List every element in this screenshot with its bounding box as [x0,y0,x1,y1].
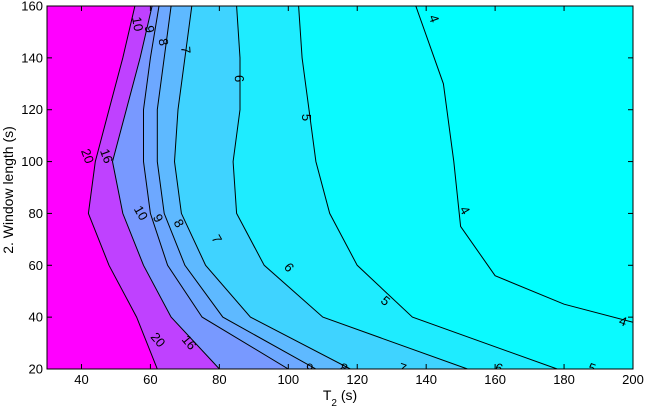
contour-label: 8 [156,37,172,47]
contour-label: 5 [586,360,598,377]
contour-label: 10 [129,16,146,33]
y-axis-title: 2. Window length (s) [0,126,16,254]
x-tick-label: 40 [74,372,88,387]
contour-line-20 [87,6,158,369]
contour-label: 10 [131,203,151,223]
contour-line-8 [173,6,351,369]
x-tick-label: 140 [415,372,437,387]
contour-label: 7 [396,360,408,377]
x-tick-label: 160 [484,372,506,387]
axes-group: 40 60 80 100 120 140 160 180 200 20 40 60 80 100 120 14… [21,0,644,387]
x-tick-label: 60 [143,372,157,387]
y-tick-label: 80 [29,206,43,221]
contour-label: 16 [97,147,116,166]
y-tick-label: 160 [21,0,43,14]
y-tick-label: 100 [21,154,43,169]
y-tick-label: 20 [29,362,43,377]
x-tick-label: 180 [553,372,575,387]
x-axis-title-subscript: 2 [331,398,337,408]
y-tick-label: 140 [21,50,43,65]
contour-label: 6 [493,360,505,377]
contour-label: 4 [426,13,443,25]
contour-line-7 [232,6,468,369]
contour-label: 6 [232,75,247,83]
x-tick-label: 120 [346,372,368,387]
contour-label: 7 [178,46,194,55]
contour-label: 9 [142,24,158,34]
x-axis-title-unit: (s) [337,387,357,403]
contour-line-5 [415,6,633,323]
contour-label: 4 [617,313,629,330]
contour-label: 8 [338,360,350,377]
contour-label: 9 [303,360,315,377]
y-tick-label: 60 [29,258,43,273]
x-tick-label: 100 [277,372,299,387]
x-axis-title-main: T [323,387,332,403]
contour-label: 5 [299,114,314,121]
x-axis-title: T2 (s) [323,387,357,408]
contour-line-9 [156,6,317,369]
contour-line-6 [298,6,558,369]
contour-line-10 [143,6,289,369]
x-tick-label: 200 [622,372,644,387]
plot-frame [46,5,634,370]
y-tick-label: 40 [29,310,43,325]
y-tick-label: 120 [21,102,43,117]
contour-line-16 [111,6,220,369]
contour-label: 20 [78,147,97,166]
x-tick-label: 80 [212,372,226,387]
